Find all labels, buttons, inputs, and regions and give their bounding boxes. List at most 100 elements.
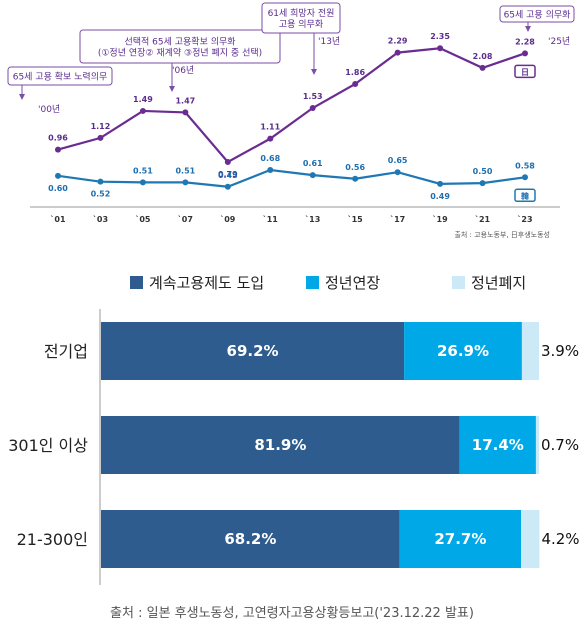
data-point — [479, 64, 486, 71]
annotation-text: (①정년 연장② 재계약 ③정년 폐지 중 선택) — [98, 47, 262, 59]
data-label: 0.51 — [175, 166, 195, 175]
line-chart: 65세 고용 확보 노력의무 '00년 선택적 65세 고용확보 의무화(①정년 연… — [7, 2, 575, 239]
data-label: 0.65 — [388, 156, 408, 165]
annotation-box — [79, 29, 281, 64]
bar-segment — [535, 416, 539, 474]
x-tick-label: `23 — [517, 214, 532, 224]
x-tick-label: `13 — [305, 214, 320, 224]
data-point — [352, 175, 359, 182]
data-label: 0.61 — [303, 159, 323, 168]
bar-segment — [399, 510, 522, 568]
annotation-year: '00년 — [38, 104, 60, 115]
data-point — [267, 135, 274, 142]
data-label: 0.96 — [48, 134, 68, 143]
bar-segment — [101, 416, 460, 474]
bar-segment — [101, 510, 400, 568]
data-label: 0.79 — [218, 170, 238, 179]
data-label: 0.49 — [430, 192, 450, 201]
annotation-arrowhead — [19, 94, 25, 100]
data-label: 0.45 — [218, 171, 238, 180]
data-point — [267, 167, 274, 173]
data-point — [182, 109, 189, 116]
data-label: 2.35 — [430, 32, 450, 41]
annotation-text: 고용 의무화 — [279, 19, 323, 30]
annotation-text: 65세 고용 확보 노력의무 — [13, 71, 108, 83]
bar-segment — [404, 322, 522, 380]
x-tick-label: `01 — [50, 214, 66, 224]
legend-swatch — [130, 276, 143, 289]
korea-badge-label: 韓 — [521, 191, 529, 201]
data-point — [522, 174, 528, 181]
legend: 계속고용제도 도입 정년연장 정년폐지 — [130, 274, 526, 292]
x-axis-ticks: `01 `03 `05 `07 `09 `11 `13 `15 `17 `19 `21 `23 — [50, 214, 532, 224]
legend-label: 정년폐지 — [471, 274, 526, 292]
legend-label: 정년연장 — [325, 274, 380, 292]
bar-label: 4.2% — [541, 530, 579, 548]
bar-label: 81.9% — [254, 436, 306, 454]
x-tick-label: `05 — [135, 214, 151, 224]
x-tick-label: `11 — [263, 214, 279, 224]
data-label: 2.29 — [388, 37, 408, 46]
annotation-box — [499, 5, 575, 23]
category-labels: 전기업 301인 이상 21-300인 — [8, 342, 88, 549]
top-chart-source: 출처 : 고용노동부, 日후생노동성 — [454, 230, 550, 239]
series-korea: 0.60 0.52 0.51 0.51 0.45 0.68 0.61 0.56 0.65 0.49… — [48, 154, 536, 203]
bar-segment — [521, 322, 539, 380]
data-label: 1.12 — [91, 122, 111, 131]
data-point — [97, 178, 104, 185]
annotation-arrowhead — [525, 26, 531, 32]
data-label: 0.58 — [515, 161, 535, 170]
bar-segment — [459, 416, 536, 474]
bar-segment — [101, 322, 405, 380]
bar-label: 26.9% — [437, 342, 489, 360]
x-tick-label: `21 — [475, 214, 491, 224]
data-point — [55, 146, 61, 153]
x-tick-label: `03 — [93, 214, 108, 224]
legend-swatch — [306, 276, 319, 289]
data-point — [479, 180, 486, 187]
data-label: 1.11 — [260, 123, 280, 132]
data-label: 2.08 — [473, 52, 493, 61]
data-label: 1.53 — [303, 92, 323, 101]
series-line — [57, 168, 526, 188]
bar-label: 69.2% — [227, 342, 279, 360]
category-label: 21-300인 — [17, 530, 88, 549]
data-label: 2.28 — [515, 37, 535, 46]
data-label: 0.52 — [91, 190, 111, 199]
series-line — [57, 47, 526, 164]
data-point — [97, 134, 104, 141]
data-point — [437, 180, 444, 187]
data-label: 0.68 — [260, 154, 280, 163]
data-label: 1.49 — [133, 95, 153, 104]
bottom-chart-source: 출처 : 일본 후생노동성, 고연령자고용상황등보고('23.12.22 발표) — [110, 606, 474, 621]
legend-swatch — [452, 276, 465, 289]
data-point — [224, 158, 231, 165]
data-point — [224, 183, 231, 190]
annotation-text: 선택적 65세 고용확보 의무화 — [124, 36, 235, 48]
x-tick-label: `17 — [390, 214, 405, 224]
data-point — [437, 45, 444, 52]
annotation-year: '06년 — [172, 65, 194, 76]
bar-segment — [521, 510, 540, 568]
data-label: 0.60 — [48, 184, 68, 193]
data-label: 1.86 — [345, 68, 365, 77]
bar-label: 0.7% — [541, 436, 579, 454]
annotation-year: '25년 — [548, 36, 570, 47]
annotation-text: 65세 고용 의무화 — [504, 10, 571, 21]
data-label: 1.47 — [175, 96, 195, 105]
annotation-arrowhead — [169, 86, 175, 92]
bar-label: 27.7% — [434, 530, 486, 548]
data-point — [55, 172, 61, 179]
x-tick-label: `09 — [220, 214, 236, 224]
data-point — [394, 49, 401, 56]
annotation-text: 61세 희망자 전원 — [268, 7, 335, 19]
japan-badge — [514, 64, 536, 79]
bars: 69.2% 26.9% 3.9% 81.9% 17.4% 0.7% 68.2% 27.7% 4.… — [101, 322, 580, 568]
bar-label: 17.4% — [472, 436, 524, 454]
data-point — [182, 179, 189, 186]
korea-badge — [514, 188, 536, 203]
data-point — [352, 80, 359, 87]
japan-badge-label: 日 — [521, 68, 529, 77]
series-japan: 0.96 1.12 1.49 1.47 0.79 1.11 1.53 1.86 2.29 2.35… — [48, 32, 536, 179]
bar-label: 3.9% — [541, 342, 579, 360]
